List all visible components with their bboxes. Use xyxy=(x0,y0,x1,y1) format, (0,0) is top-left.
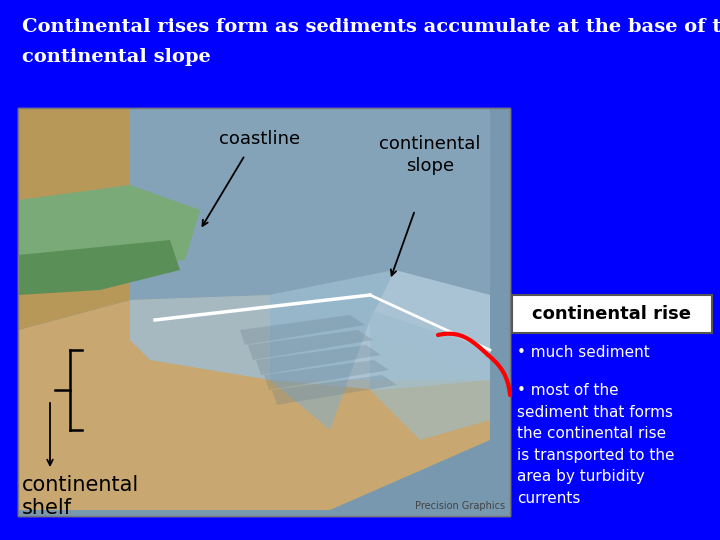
Polygon shape xyxy=(270,270,395,430)
Polygon shape xyxy=(18,240,180,295)
Polygon shape xyxy=(18,108,510,516)
Text: continental rise: continental rise xyxy=(533,305,691,323)
Polygon shape xyxy=(130,108,490,300)
Text: • most of the
sediment that forms
the continental rise
is transported to the
are: • most of the sediment that forms the co… xyxy=(517,383,675,506)
Bar xyxy=(18,108,510,516)
Polygon shape xyxy=(256,345,381,375)
Polygon shape xyxy=(272,375,397,405)
Text: continental
slope: continental slope xyxy=(379,135,481,175)
Polygon shape xyxy=(264,360,389,390)
Text: continental
shelf: continental shelf xyxy=(22,475,139,518)
Polygon shape xyxy=(130,270,490,380)
Polygon shape xyxy=(18,185,200,275)
Bar xyxy=(18,108,510,516)
Polygon shape xyxy=(370,310,490,440)
Polygon shape xyxy=(18,295,490,510)
Polygon shape xyxy=(18,108,130,330)
Text: continental slope: continental slope xyxy=(22,48,211,66)
Polygon shape xyxy=(248,330,373,360)
Polygon shape xyxy=(240,315,365,345)
Polygon shape xyxy=(270,270,490,390)
Bar xyxy=(512,295,712,333)
Text: Continental rises form as sediments accumulate at the base of the: Continental rises form as sediments accu… xyxy=(22,18,720,36)
Text: coastline: coastline xyxy=(220,130,300,148)
Text: Precision Graphics: Precision Graphics xyxy=(415,501,505,511)
Text: • much sediment: • much sediment xyxy=(517,345,649,360)
